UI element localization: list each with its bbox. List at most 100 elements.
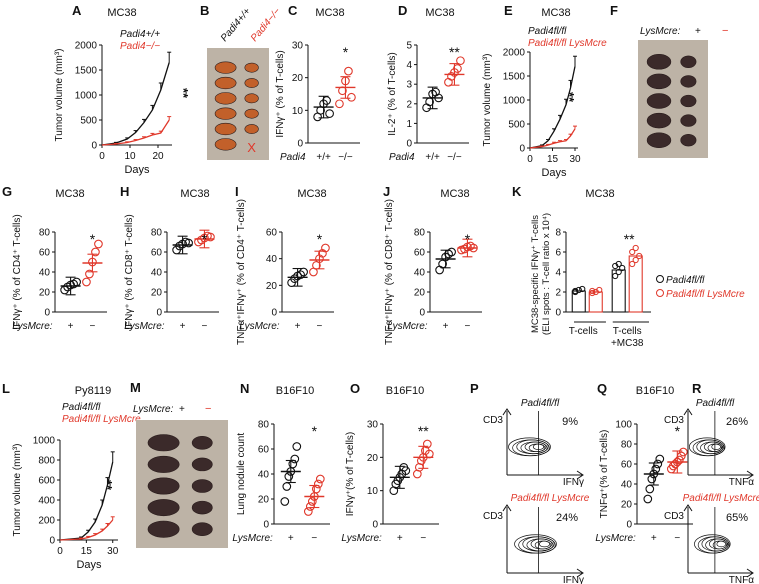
axis-arrow: [746, 470, 754, 480]
y-tick-label: 600: [38, 476, 55, 487]
x-axis-name: LysMcre:: [232, 533, 273, 544]
x-group-label: −: [311, 533, 317, 544]
x-group-label: −/−: [338, 152, 353, 163]
tumor: [244, 124, 259, 134]
y-axis-label: Tumor volume (mm³): [12, 444, 23, 537]
y-tick-label: 30: [367, 420, 379, 431]
chart-O: 0 10 20 30 ** LysMcre: + − IFNγ⁺(% of T-cells): [341, 420, 439, 544]
y-tick-label: 4: [555, 268, 561, 279]
y-tick-label: 0: [156, 308, 162, 319]
data-point: [344, 66, 353, 76]
significance-mark: **: [624, 231, 635, 247]
x-group-label: −/−: [447, 152, 462, 163]
y-tick-label: 400: [38, 496, 55, 507]
data-point: [579, 285, 586, 293]
y-tick-label: 10: [292, 106, 304, 117]
y-tick-label: 20: [621, 500, 633, 511]
category-label: T-cells: [613, 326, 642, 337]
y-tick-label: 30: [292, 41, 304, 52]
lysm-label: LysMcre:: [640, 26, 681, 37]
tumor: [214, 61, 237, 74]
data-point: [335, 99, 344, 109]
data-point: [184, 238, 193, 248]
data-point: [589, 287, 596, 295]
x-tick-label: 15: [547, 154, 559, 165]
group-label: +: [695, 26, 701, 37]
x-group-label: +: [288, 533, 294, 544]
axis-arrow: [576, 568, 584, 578]
y-tick-label: 1500: [503, 72, 526, 83]
panel-title-D: MC38: [425, 7, 454, 19]
significance-mark: **: [562, 92, 577, 103]
tumor: [191, 479, 213, 493]
y-tick-label: 0: [372, 520, 378, 531]
x-axis-name: LysMcre:: [387, 321, 428, 332]
panel-letter-M: M: [130, 380, 141, 395]
x-tick-label: 0: [527, 154, 533, 165]
tumor: [646, 112, 672, 129]
data-point: [456, 56, 465, 66]
chart-Q: 0 20 40 60 80 100 * LysMcre: + − TNFα⁺(% of T-cell…: [595, 420, 693, 544]
data-point: [453, 64, 462, 73]
y-tick-label: 80: [151, 228, 163, 239]
panel-letter-R: R: [692, 381, 702, 396]
data-point: [619, 264, 626, 272]
data-point: [612, 272, 619, 280]
legend-entry: Padi4fl/fl: [528, 26, 567, 37]
flow-label-bottom: Padi4fl/fl LysMcre: [683, 493, 759, 504]
data-point: [303, 507, 313, 516]
y-tick-label: 6: [555, 248, 561, 259]
data-point: [307, 497, 317, 506]
panel-title-I: MC38: [297, 188, 326, 200]
y-tick-label: 0: [519, 144, 525, 155]
x-tick-label: 0: [57, 546, 63, 557]
panel-letter-G: G: [2, 184, 12, 199]
significance-mark: **: [449, 44, 460, 60]
flow-plot-R-top: 26% CD3 TNFα: [664, 408, 754, 488]
tumor: [191, 522, 213, 536]
y-tick-label: 80: [258, 420, 270, 431]
x-axis-label: IFNγ: [563, 477, 584, 488]
gate-percentage: 9%: [562, 416, 578, 428]
lysm-label: LysMcre:: [133, 404, 174, 415]
y-tick-label: 60: [414, 248, 426, 259]
data-point: [596, 286, 603, 294]
tumor: [191, 436, 213, 450]
data-point: [347, 92, 356, 102]
panel-letter-H: H: [120, 184, 129, 199]
x-tick-label: 0: [99, 151, 105, 162]
data-point: [94, 239, 103, 249]
axis-arrow: [746, 568, 754, 578]
x-axis-name: Padi4: [389, 152, 415, 163]
y-tick-label: 0: [271, 308, 277, 319]
y-tick-label: 20: [292, 73, 304, 84]
flow-label-top: Padi4fl/fl: [521, 398, 560, 409]
y-axis-label: Lung nodule count: [236, 433, 247, 516]
group-label: −: [722, 25, 728, 37]
data-point: [280, 497, 290, 506]
y-tick-label: 5: [406, 41, 412, 52]
legend-entry: Padi4fl/fl LysMcre: [666, 289, 745, 300]
x-axis-label: TNFα: [729, 575, 754, 584]
tumor: [680, 134, 697, 147]
data-point: [299, 267, 308, 277]
y-axis-label: IFNγ⁺(% of T-cells): [345, 432, 356, 517]
data-point: [290, 274, 299, 284]
y-axis-label: Tumor volume (mm³): [54, 49, 65, 142]
panel-title-L: Py8119: [75, 385, 112, 397]
y-tick-label: 60: [151, 248, 163, 259]
panel-letter-B: B: [200, 3, 209, 18]
legend-entry: Padi4+/+: [120, 29, 160, 40]
data-point: [643, 494, 653, 504]
x-group-label: +: [68, 321, 74, 332]
data-point: [82, 277, 91, 287]
tumor: [244, 93, 259, 104]
data-point: [318, 248, 327, 258]
x-group-label: +: [651, 533, 657, 544]
x-axis-label: Days: [124, 164, 150, 176]
tumor-photo-M: [136, 420, 228, 548]
tumor-photo-B: X: [207, 48, 269, 160]
significance-mark: *: [312, 423, 318, 439]
data-point: [311, 484, 321, 494]
data-point: [321, 243, 330, 253]
